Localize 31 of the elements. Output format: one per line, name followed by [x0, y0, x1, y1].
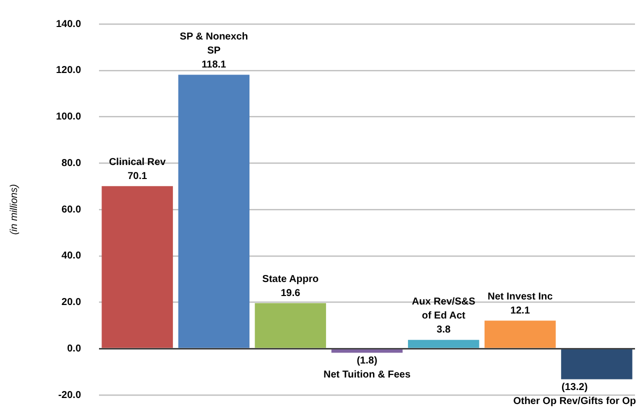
- data-label: 12.1: [510, 305, 530, 316]
- x-tick-label: SP & Nonexch SP: [180, 32, 248, 57]
- y-tick-label: 140.0: [56, 18, 82, 30]
- data-label: 19.6: [280, 288, 301, 299]
- data-label: 118.1: [202, 60, 227, 71]
- data-label: (1.8): [356, 356, 378, 367]
- x-tick-label: Aux Rev/S&S of Ed Act: [412, 296, 476, 322]
- bar: [331, 349, 403, 353]
- bar: [408, 340, 480, 348]
- y-tick-label: 100.0: [56, 112, 82, 122]
- bar: [178, 74, 250, 348]
- y-tick-label: 120.0: [56, 65, 82, 76]
- y-tick-label: 60.0: [62, 204, 82, 216]
- y-tick-label: 40.0: [62, 250, 82, 262]
- y-tick-label: -20.0: [58, 390, 82, 401]
- bar: [484, 320, 556, 348]
- y-tick-label: 20.0: [62, 297, 82, 308]
- x-tick-label: State Appro: [262, 274, 319, 285]
- data-label: (13.2): [562, 382, 588, 393]
- y-axis-title: (in millions): [8, 184, 20, 235]
- y-tick-label: 0.0: [67, 343, 82, 354]
- data-label: 3.8: [436, 324, 451, 336]
- x-tick-label: Clinical Rev: [108, 156, 166, 168]
- bar: [561, 349, 632, 380]
- x-tick-label: Other Op Rev/Gifts for Op: [513, 396, 636, 407]
- bar: [102, 186, 173, 348]
- x-tick-label: Net Invest Inc: [488, 291, 554, 302]
- y-tick-label: 80.0: [62, 158, 82, 169]
- data-label: 70.1: [128, 170, 148, 182]
- bar: [254, 303, 326, 348]
- x-tick-label: Net Tuition & Fees: [323, 370, 411, 381]
